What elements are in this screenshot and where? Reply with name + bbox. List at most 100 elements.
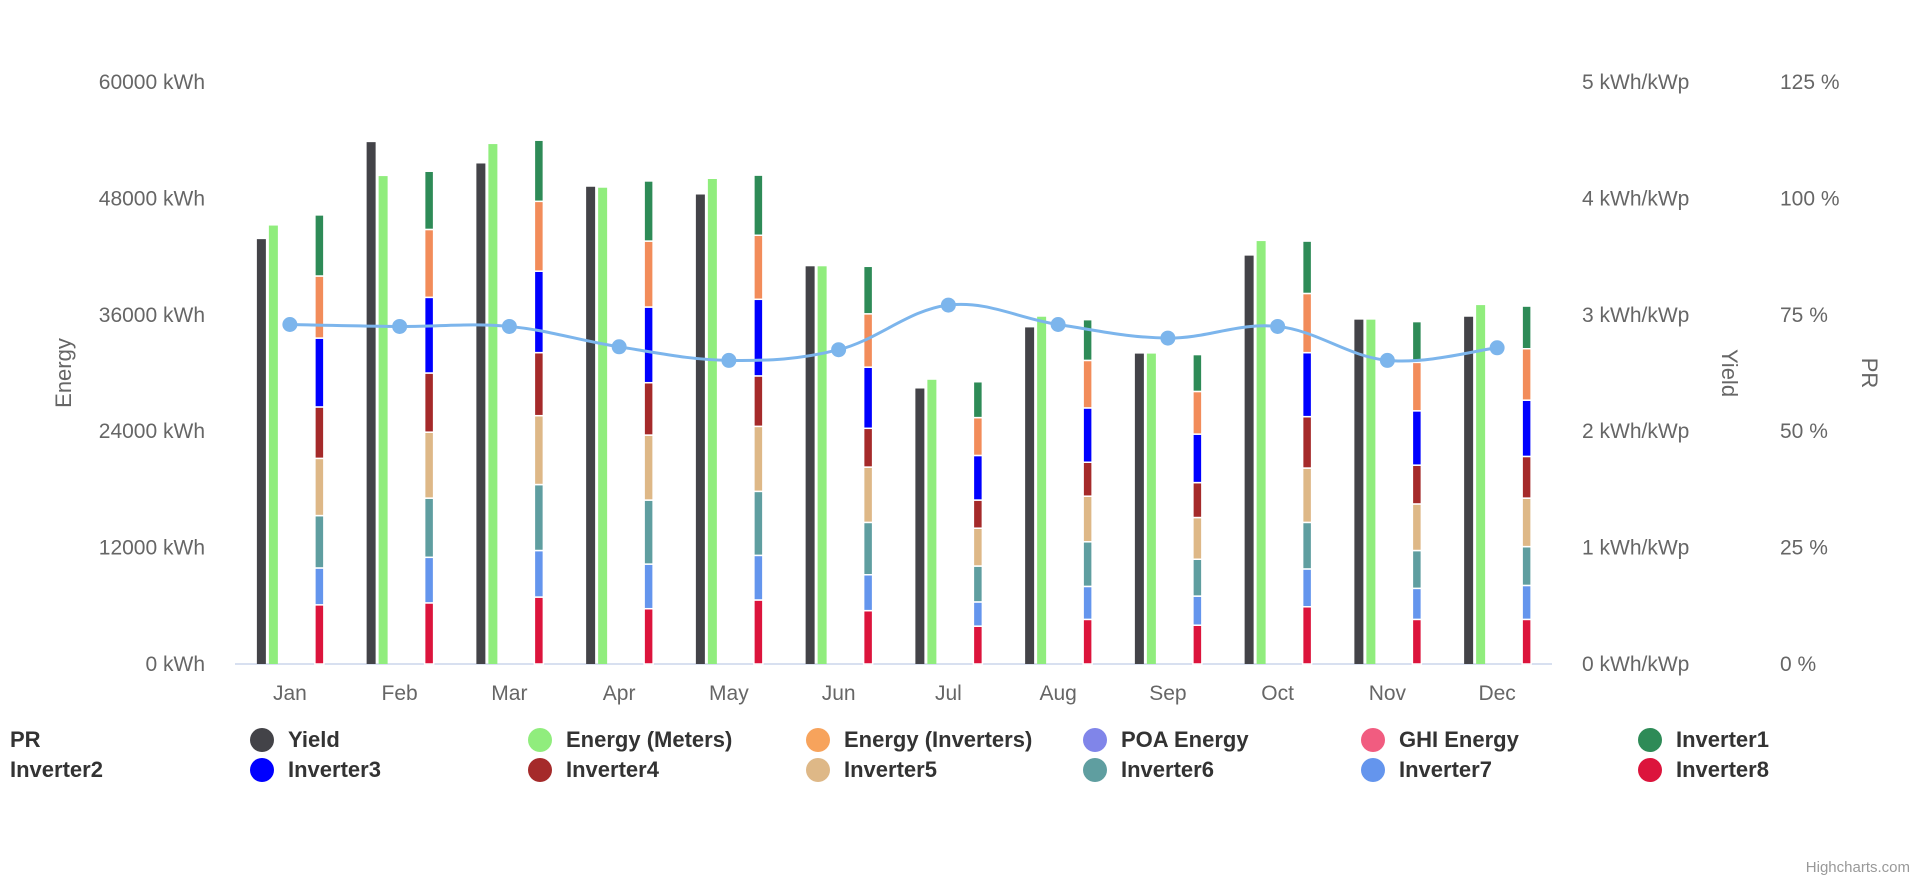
legend-item-energy-meters[interactable]: Energy (Meters) [528, 725, 732, 755]
bar-segment-inverter8[interactable] [1521, 618, 1532, 665]
bar-segment-inverter5[interactable] [1521, 497, 1532, 548]
pr-point[interactable] [1489, 340, 1505, 356]
legend-item-inverter4[interactable]: Inverter4 [528, 755, 659, 785]
pr-point[interactable] [611, 339, 627, 355]
bar-segment-inverter1[interactable] [1192, 353, 1203, 393]
bar-segment-inverter7[interactable] [423, 556, 435, 604]
bar-segment-inverter3[interactable] [972, 454, 984, 501]
bar-segment-inverter3[interactable] [533, 270, 545, 354]
bar-segment-inverter6[interactable] [1082, 541, 1093, 588]
bar-segment-inverter7[interactable] [1411, 587, 1423, 621]
bar-segment-energy-inverters[interactable] [1301, 292, 1313, 354]
bar-segment-inverter4[interactable] [753, 375, 764, 428]
bar-segment-inverter6[interactable] [314, 514, 325, 569]
bar-segment-inverter3[interactable] [1411, 410, 1423, 466]
bar-yield[interactable] [1354, 319, 1364, 664]
bar-yield[interactable] [1025, 327, 1035, 664]
bar-energy-meters[interactable] [378, 176, 388, 664]
bar-segment-inverter6[interactable] [533, 483, 545, 552]
bar-segment-inverter7[interactable] [972, 601, 984, 627]
bar-segment-inverter1[interactable] [862, 265, 874, 315]
bar-segment-inverter4[interactable] [1411, 464, 1423, 505]
bar-energy-meters[interactable] [1146, 353, 1156, 664]
bar-segment-inverter3[interactable] [862, 366, 874, 430]
bar-segment-inverter5[interactable] [1411, 503, 1423, 552]
bar-segment-energy-inverters[interactable] [1192, 390, 1203, 435]
bar-yield[interactable] [476, 163, 486, 665]
bar-segment-inverter5[interactable] [972, 527, 984, 567]
bar-segment-inverter5[interactable] [862, 466, 874, 524]
bar-yield[interactable] [366, 142, 376, 664]
bar-segment-inverter6[interactable] [753, 490, 764, 557]
bar-segment-inverter8[interactable] [972, 625, 984, 665]
bar-segment-inverter7[interactable] [1301, 568, 1313, 608]
bar-segment-inverter1[interactable] [1301, 240, 1313, 295]
bar-segment-inverter6[interactable] [643, 499, 654, 565]
bar-segment-inverter4[interactable] [533, 351, 545, 417]
bar-segment-inverter6[interactable] [1192, 558, 1203, 597]
bar-yield[interactable] [695, 194, 705, 664]
bar-segment-inverter5[interactable] [1192, 516, 1203, 560]
legend-item-inverter5[interactable]: Inverter5 [806, 755, 937, 785]
bar-segment-inverter4[interactable] [423, 372, 435, 433]
bar-segment-inverter4[interactable] [972, 499, 984, 529]
legend-item-ghi-energy[interactable]: GHI Energy [1361, 725, 1519, 755]
bar-segment-inverter4[interactable] [314, 406, 325, 460]
bar-segment-inverter7[interactable] [862, 574, 874, 612]
bar-segment-inverter8[interactable] [314, 604, 325, 665]
pr-point[interactable] [1379, 352, 1395, 368]
bar-segment-inverter5[interactable] [643, 434, 654, 501]
legend-item-inverter8[interactable]: Inverter8 [1638, 755, 1769, 785]
bar-segment-inverter3[interactable] [1301, 351, 1313, 418]
bar-yield[interactable] [1134, 353, 1144, 664]
bar-segment-inverter6[interactable] [972, 565, 984, 603]
bar-segment-inverter1[interactable] [1082, 318, 1093, 362]
bar-segment-inverter7[interactable] [1082, 585, 1093, 621]
pr-point[interactable] [501, 318, 517, 334]
bar-segment-inverter7[interactable] [1521, 584, 1532, 621]
bar-yield[interactable] [1464, 316, 1474, 664]
bar-segment-energy-inverters[interactable] [753, 234, 764, 301]
bar-segment-inverter7[interactable] [314, 567, 325, 606]
legend-item-inverter3[interactable]: Inverter3 [250, 755, 381, 785]
legend-item-inverter6[interactable]: Inverter6 [1083, 755, 1214, 785]
bar-segment-inverter7[interactable] [1192, 595, 1203, 626]
legend-item-inverter7[interactable]: Inverter7 [1361, 755, 1492, 785]
legend-item-energy-inverters[interactable]: Energy (Inverters) [806, 725, 1032, 755]
bar-segment-inverter3[interactable] [643, 306, 654, 384]
bar-energy-meters[interactable] [268, 225, 278, 664]
bar-segment-energy-inverters[interactable] [1521, 348, 1532, 401]
bar-segment-inverter5[interactable] [753, 425, 764, 493]
bar-segment-inverter1[interactable] [753, 174, 764, 237]
bar-segment-inverter8[interactable] [1301, 606, 1313, 665]
bar-segment-inverter8[interactable] [1082, 618, 1093, 665]
bar-yield[interactable] [915, 388, 925, 664]
bar-segment-inverter1[interactable] [1521, 305, 1532, 350]
bar-segment-inverter8[interactable] [423, 602, 435, 665]
bar-segment-energy-inverters[interactable] [314, 275, 325, 339]
bar-segment-energy-inverters[interactable] [643, 240, 654, 308]
bar-segment-inverter5[interactable] [533, 414, 545, 486]
legend-item-yield[interactable]: Yield [250, 725, 340, 755]
pr-point[interactable] [1050, 317, 1066, 332]
bar-segment-inverter8[interactable] [862, 609, 874, 665]
bar-segment-inverter5[interactable] [314, 457, 325, 517]
bar-segment-inverter4[interactable] [1521, 455, 1532, 499]
bar-segment-inverter4[interactable] [862, 427, 874, 468]
bar-energy-meters[interactable] [1037, 316, 1047, 664]
pr-point[interactable] [1160, 330, 1176, 346]
pr-point[interactable] [721, 352, 737, 368]
pr-point[interactable] [1270, 318, 1286, 334]
bar-segment-inverter3[interactable] [314, 337, 325, 408]
bar-segment-inverter5[interactable] [1301, 467, 1313, 524]
bar-yield[interactable] [256, 239, 266, 664]
bar-segment-inverter4[interactable] [1192, 481, 1203, 519]
bar-segment-energy-inverters[interactable] [533, 200, 545, 272]
bar-segment-energy-inverters[interactable] [1411, 361, 1423, 412]
bar-energy-meters[interactable] [707, 179, 717, 664]
bar-energy-meters[interactable] [1476, 305, 1486, 664]
bar-segment-inverter1[interactable] [533, 139, 545, 203]
legend-item-inverter1[interactable]: Inverter1 [1638, 725, 1769, 755]
bar-segment-inverter8[interactable] [1411, 618, 1423, 665]
bar-segment-inverter6[interactable] [1301, 521, 1313, 570]
